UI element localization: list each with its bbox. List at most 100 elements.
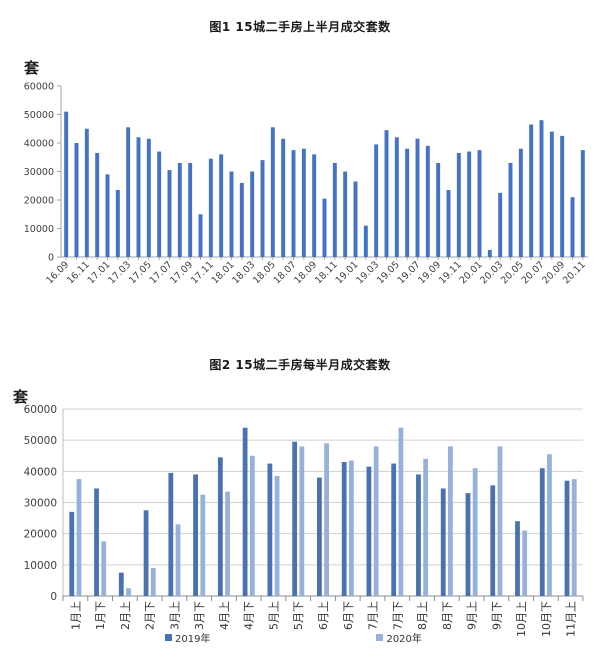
bar (219, 154, 224, 257)
x-tick-label: 20.11 (561, 259, 588, 286)
x-tick-label: 3月上 (168, 601, 181, 630)
x-tick-label: 19.05 (375, 259, 402, 286)
x-tick-label: 18.01 (210, 259, 237, 286)
bar (270, 127, 275, 257)
bar (477, 150, 482, 257)
bar-2020 (571, 479, 577, 596)
bar (301, 148, 306, 257)
bar-2019 (539, 468, 545, 596)
chart-2-title: 图2 15城二手房每半月成交套数 (209, 358, 391, 372)
bar-2020 (175, 524, 181, 596)
bar (157, 151, 162, 257)
bar (177, 162, 182, 257)
x-tick-label: 19.11 (437, 259, 464, 286)
bar (374, 144, 379, 257)
x-tick-label: 10月下 (540, 601, 553, 637)
bar-2020 (448, 446, 453, 596)
bar-2020 (547, 454, 552, 596)
legend-entry-2019: 2019年 (165, 630, 210, 645)
bar (549, 131, 554, 257)
bar-2020 (398, 427, 404, 596)
bar (167, 170, 172, 257)
x-tick-label: 1月上 (69, 601, 82, 630)
bar-2019 (94, 488, 99, 596)
y-tick-label: 60000 (24, 82, 54, 93)
bar-2020 (324, 443, 329, 596)
x-tick-label: 17.07 (148, 259, 175, 286)
bar-2019 (564, 480, 570, 596)
x-tick-label: 19.01 (334, 259, 361, 286)
x-tick-label: 11月上 (565, 601, 578, 637)
bar-2019 (217, 457, 223, 596)
x-tick-label: 19.09 (416, 259, 443, 286)
bar-2019 (366, 466, 372, 596)
chart-2-legend: 2019年 2020年 (165, 630, 582, 645)
x-tick-label: 9月下 (490, 601, 503, 630)
y-tick-label: 20000 (24, 529, 57, 541)
bar (487, 249, 492, 257)
x-tick-label: 9月上 (466, 601, 479, 630)
bar (405, 148, 410, 257)
bar (560, 135, 565, 257)
bar (467, 151, 472, 257)
bar-2019 (193, 474, 198, 596)
chart-2-plot: 0 10000 20000 30000 40000 50000 60000 1月上 1月下 2月上… (24, 404, 584, 637)
bar (239, 182, 244, 257)
bar-2020 (373, 446, 379, 596)
bar (115, 190, 120, 257)
x-tick-label: 19.03 (354, 259, 381, 286)
x-tick-label: 18.09 (292, 259, 319, 286)
bar (384, 130, 389, 257)
bar (126, 127, 131, 257)
bar-2019 (391, 463, 397, 596)
y-tick-label: 10000 (24, 224, 54, 235)
bar-2019 (465, 493, 471, 596)
x-tick-label: 8月下 (441, 601, 454, 630)
y-tick-label: 0 (50, 591, 57, 603)
bar (363, 225, 368, 257)
y-tick-label: 10000 (24, 560, 57, 572)
bar-2019 (416, 474, 421, 596)
bar-2020 (225, 491, 230, 596)
y-tick-label: 30000 (24, 498, 57, 510)
bar (260, 160, 265, 257)
x-tick-label: 20.01 (458, 259, 485, 286)
bar (415, 138, 420, 257)
y-tick-label: 30000 (24, 167, 54, 178)
y-tick-label: 50000 (24, 435, 57, 447)
bar (84, 128, 89, 257)
legend-label-2020: 2020年 (386, 634, 422, 645)
bar (146, 138, 151, 257)
bar (498, 192, 503, 257)
bar (332, 162, 337, 257)
bar (105, 174, 110, 257)
bar-2020 (423, 458, 429, 596)
bar (425, 145, 430, 257)
bar-2020 (200, 494, 206, 596)
x-tick-label: 18.03 (230, 259, 257, 286)
bar-2020 (76, 479, 82, 596)
bar-2019 (143, 510, 149, 596)
x-tick-label: 20.07 (520, 259, 547, 286)
legend-entry-2020: 2020年 (376, 630, 422, 645)
bar (208, 158, 213, 257)
bar-2020 (150, 567, 156, 596)
y-tick-label: 0 (48, 253, 54, 264)
y-tick-label: 40000 (24, 139, 54, 150)
bar-2019 (168, 472, 174, 596)
chart-1-y-unit: 套 (24, 59, 40, 77)
bar-2019 (118, 572, 124, 596)
x-tick-label: 6月下 (342, 601, 355, 630)
bar-2020 (472, 468, 478, 596)
x-tick-label: 7月上 (367, 601, 380, 630)
bar (394, 137, 399, 257)
x-tick-label: 5月下 (292, 601, 305, 630)
bar (529, 124, 534, 257)
y-tick-label: 60000 (24, 404, 57, 416)
x-tick-label: 17.09 (168, 259, 195, 286)
chart-2: 图2 15城二手房每半月成交套数 套 0 10000 20000 30000 40000… (0, 340, 600, 658)
x-tick-label: 4月上 (218, 601, 231, 630)
bar (539, 120, 544, 257)
bar-2020 (522, 530, 528, 596)
bar-2020 (299, 446, 305, 596)
